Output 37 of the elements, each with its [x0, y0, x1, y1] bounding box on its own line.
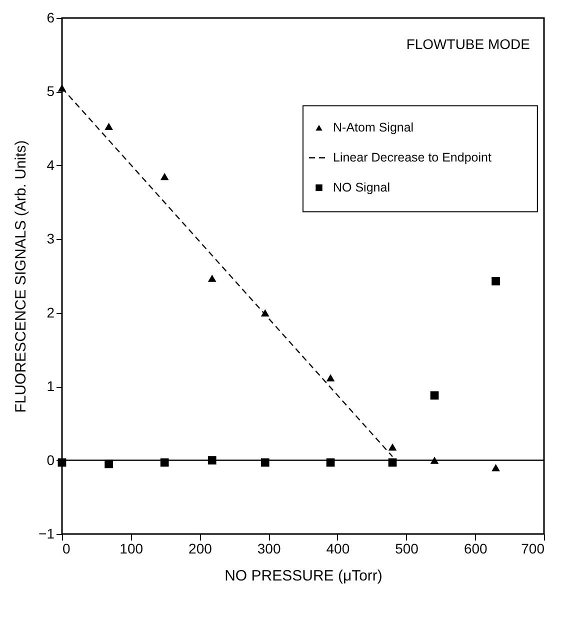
legend-label: N-Atom Signal — [333, 120, 414, 135]
point — [430, 391, 439, 400]
point — [104, 122, 114, 130]
legend-label: Linear Decrease to Endpoint — [333, 150, 492, 165]
point — [326, 458, 335, 467]
x-tick-label: 600 — [464, 540, 488, 556]
point — [104, 460, 114, 468]
point — [492, 464, 500, 472]
y-tick-label: 5 — [46, 83, 55, 100]
y-tick-label: 6 — [46, 10, 55, 26]
x-tick-label: 300 — [257, 540, 281, 556]
x-axis-title: NO PRESSURE (μTorr) — [224, 568, 382, 584]
point — [388, 443, 397, 451]
x-tick-label: 200 — [188, 540, 212, 556]
point — [208, 456, 216, 464]
point — [160, 172, 169, 180]
y-tick-label: 3 — [46, 230, 55, 247]
x-tick-label: 100 — [120, 540, 144, 556]
point — [160, 458, 169, 467]
x-tick-label: 700 — [521, 540, 545, 556]
point — [326, 374, 335, 382]
y-axis-title: FLUORESCENCE SIGNALS (Arb. Units) — [12, 140, 30, 413]
x-tick-label: 0 — [62, 540, 70, 556]
point — [430, 456, 439, 464]
y-tick-label: 0 — [46, 452, 55, 468]
x-tick-label: 500 — [395, 540, 419, 556]
point — [208, 274, 216, 282]
y-tick-label: −1 — [38, 526, 55, 542]
annotation: FLOWTUBE MODE — [406, 36, 530, 52]
point — [388, 458, 397, 467]
x-tick-label: 400 — [326, 540, 350, 556]
y-tick-label: 2 — [46, 304, 55, 320]
point — [492, 276, 500, 286]
y-tick-label: 1 — [46, 378, 55, 394]
y-tick-label: 4 — [46, 156, 55, 173]
legend-label: NO Signal — [333, 180, 390, 195]
point — [260, 458, 270, 467]
